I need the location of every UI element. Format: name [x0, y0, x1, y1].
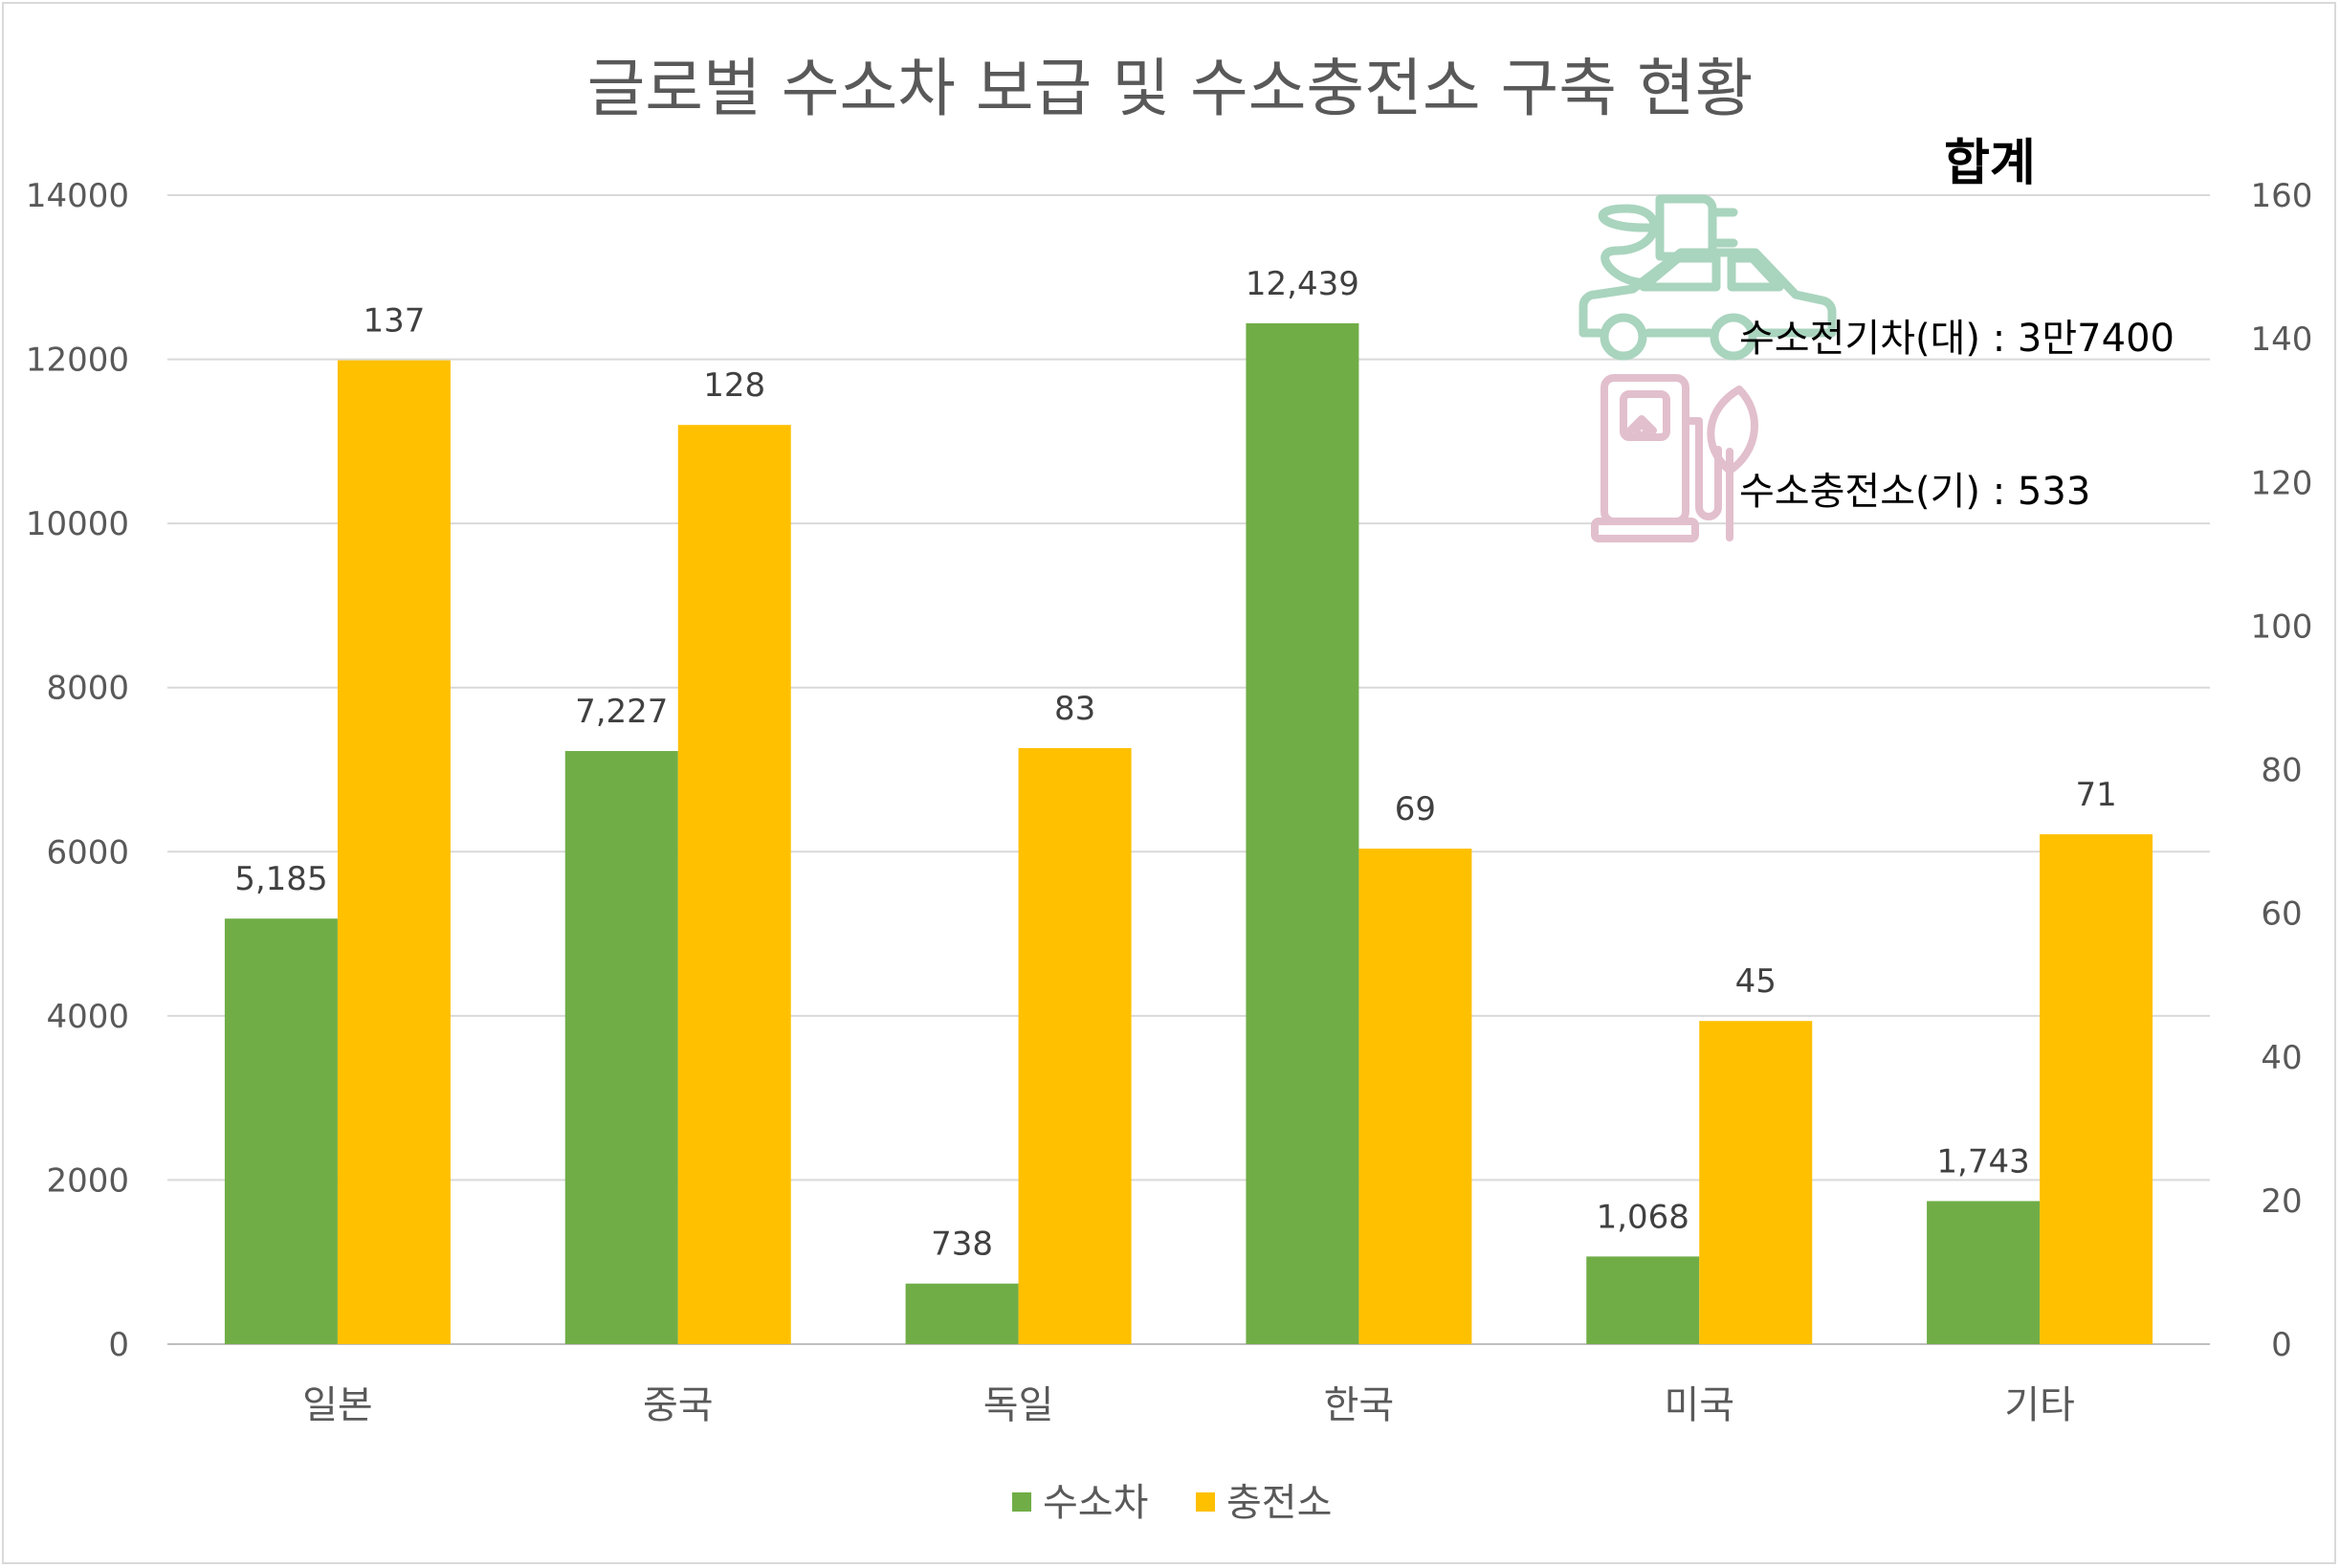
- summary-vehicle-total: 수소전기차(대) : 3만7400: [1739, 317, 2174, 361]
- left-tick-label: 12000: [26, 342, 129, 380]
- legend-swatch-station: [1196, 1492, 1215, 1512]
- legend-label-vehicle: 수소차: [1043, 1481, 1148, 1525]
- bar-station: [1699, 1021, 1813, 1344]
- right-tick-label: 140: [2251, 320, 2313, 359]
- data-label: 137: [363, 302, 425, 341]
- data-label: 1,743: [1936, 1142, 2029, 1181]
- left-tick-label: 0: [108, 1326, 129, 1364]
- bar-station: [1018, 747, 1132, 1344]
- left-tick-label: 8000: [46, 670, 129, 708]
- electric-car-plug-icon: [1578, 194, 1837, 361]
- data-labels: 5,185 137 7,227 128 738 83 12,439 69 1,068 45 1,74…: [234, 265, 2116, 1264]
- bar-station: [2040, 834, 2153, 1344]
- left-tick-label: 14000: [26, 177, 129, 215]
- right-tick-label: 0: [2271, 1326, 2292, 1364]
- legend-swatch-vehicle: [1012, 1492, 1031, 1512]
- data-label: 7,227: [575, 693, 668, 731]
- bar-vehicle: [1586, 1256, 1700, 1344]
- left-tick-label: 2000: [46, 1161, 129, 1200]
- category-label: 독일: [983, 1383, 1054, 1427]
- right-tick-label: 40: [2261, 1039, 2302, 1077]
- bar-station: [337, 360, 451, 1344]
- data-label: 83: [1054, 690, 1095, 728]
- category-label: 일본: [302, 1383, 373, 1427]
- right-tick-label: 80: [2261, 752, 2302, 790]
- right-tick-label: 100: [2251, 607, 2313, 646]
- right-tick-label: 160: [2251, 177, 2313, 215]
- data-label: 71: [2075, 776, 2116, 814]
- charging-station-leaf-icon: [1591, 374, 1758, 542]
- summary-title: 합계: [1944, 135, 2036, 192]
- data-label: 738: [931, 1226, 993, 1264]
- bar-vehicle: [564, 751, 678, 1344]
- category-label: 기타: [2004, 1383, 2075, 1427]
- legend: 수소차 충전소: [1012, 1481, 1332, 1525]
- category-label: 중국: [643, 1383, 714, 1427]
- bar-vehicle: [1927, 1201, 2041, 1344]
- left-tick-label: 6000: [46, 833, 129, 872]
- data-label: 69: [1395, 790, 1436, 828]
- right-tick-label: 20: [2261, 1182, 2302, 1221]
- right-tick-label: 60: [2261, 895, 2302, 934]
- category-label: 미국: [1664, 1383, 1734, 1427]
- data-label: 128: [703, 366, 765, 405]
- chart-title: 글로벌 수소차 보급 및 수소충전소 구축 현황: [587, 52, 1754, 125]
- data-label: 45: [1735, 962, 1777, 1001]
- bar-vehicle: [224, 918, 338, 1344]
- summary-station-total: 수소충전소(기) : 533: [1739, 470, 2090, 514]
- data-label: 5,185: [234, 860, 327, 898]
- legend-label-station: 충전소: [1226, 1481, 1332, 1525]
- bar-station: [677, 425, 791, 1344]
- left-axis-ticks: 0 2000 4000 6000 8000 10000 12000 14000: [26, 177, 129, 1364]
- bar-vehicle: [905, 1283, 1019, 1344]
- data-label: 1,068: [1597, 1198, 1689, 1236]
- right-axis-ticks: 0 20 40 60 80 100 120 140 160: [2251, 177, 2313, 1364]
- left-tick-label: 10000: [26, 505, 129, 543]
- gridlines: [167, 194, 2210, 1345]
- left-tick-label: 4000: [46, 998, 129, 1036]
- category-label: 한국: [1324, 1383, 1395, 1427]
- data-label: 12,439: [1246, 265, 1359, 303]
- bar-vehicle: [1246, 322, 1359, 1344]
- bars: [224, 322, 2153, 1344]
- category-labels: 일본 중국 독일 한국 미국 기타: [302, 1383, 2075, 1427]
- bar-station: [1358, 849, 1472, 1344]
- right-tick-label: 120: [2251, 464, 2313, 502]
